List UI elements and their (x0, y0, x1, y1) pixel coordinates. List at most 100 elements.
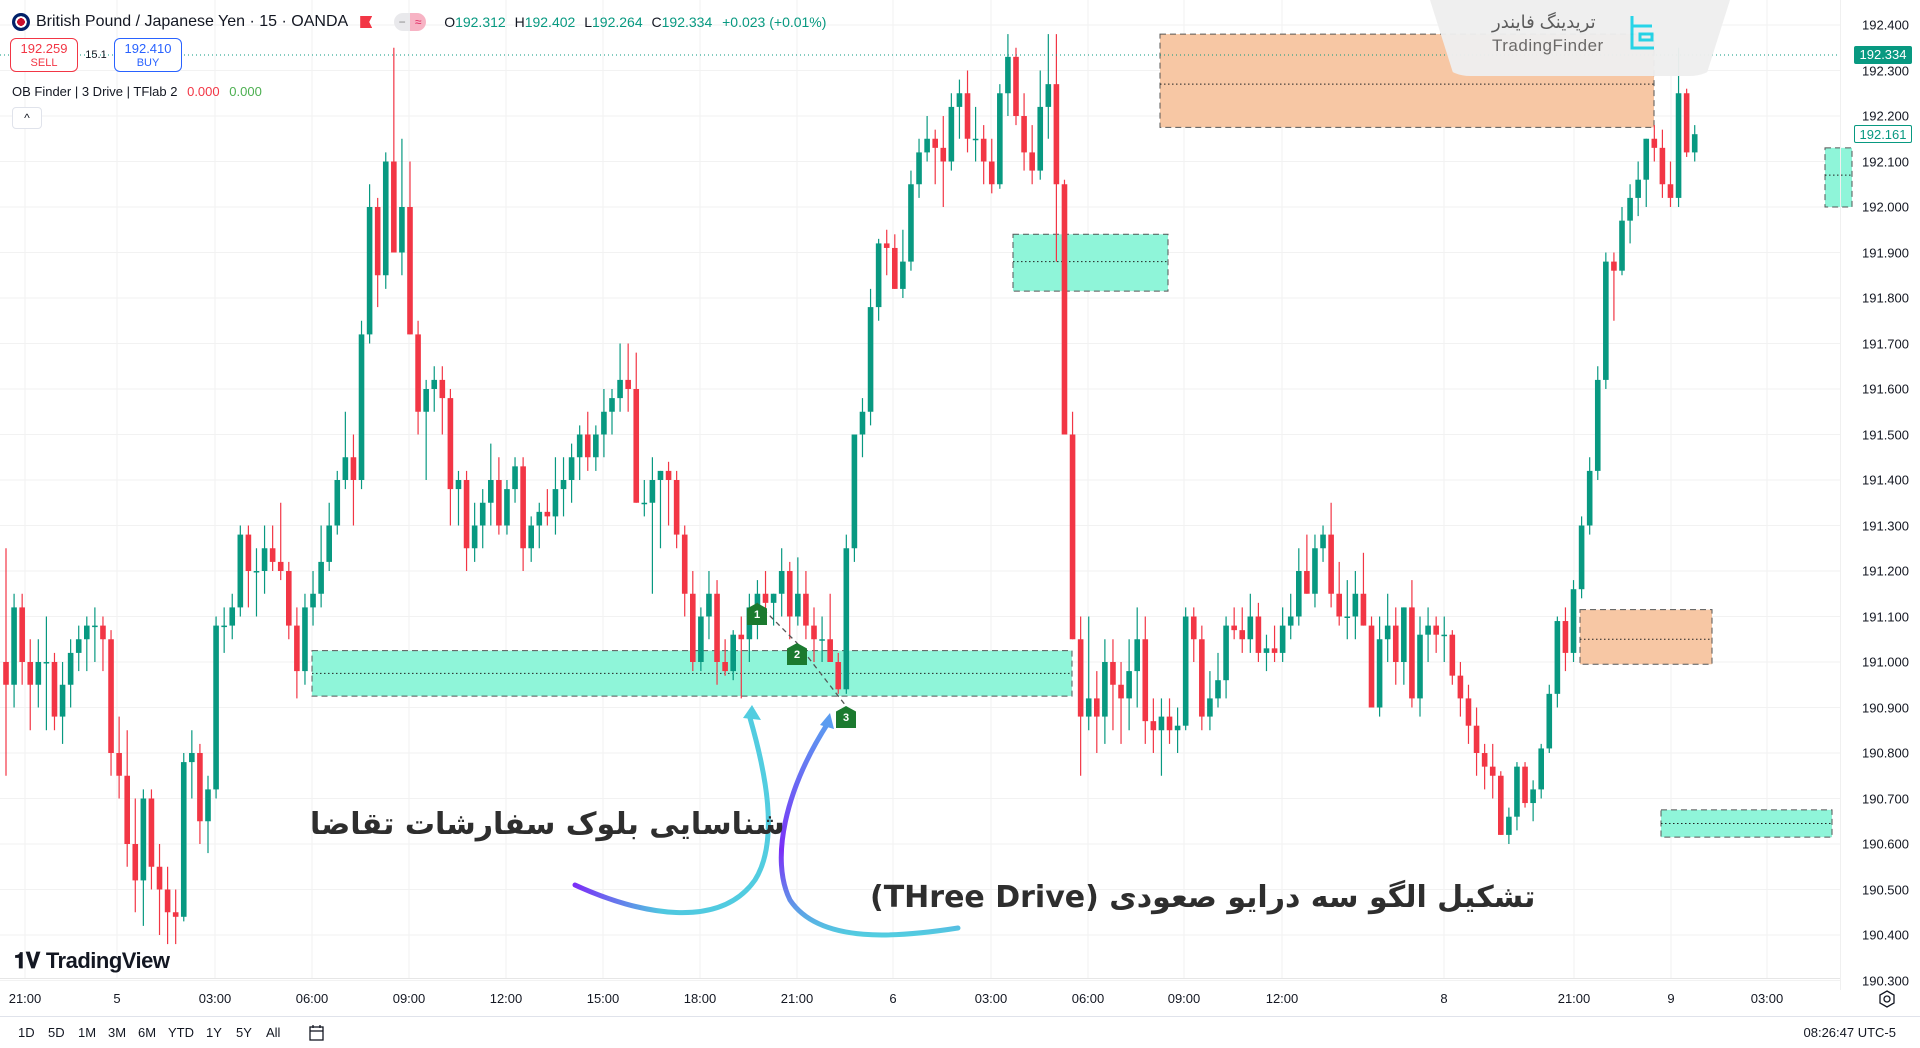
time-tick: 21:00 (780, 991, 814, 1006)
collapse-legend-button[interactable]: ^ (12, 107, 42, 129)
price-tick: 190.300 (1862, 973, 1909, 988)
symbol-title[interactable]: British Pound / Japanese Yen · 15 · OAND… (36, 13, 349, 30)
time-tick: 03:00 (198, 991, 232, 1006)
watermark-en: TradingFinder (1492, 36, 1604, 55)
time-axis[interactable]: 21:00 5 03:00 06:00 09:00 12:00 15:00 18:00 21:0… (0, 978, 1840, 1017)
drive-marker-3: 3 (836, 706, 856, 728)
price-tick: 190.600 (1862, 836, 1909, 852)
bottom-toolbar: 1D 5D 1M 3M 6M YTD 1Y 5Y All 08:26:47 UTC-5 (0, 1016, 1920, 1048)
range-1d[interactable]: 1D (18, 1025, 35, 1040)
indicator-value-2: 0.000 (229, 84, 262, 99)
range-ytd[interactable]: YTD (168, 1025, 194, 1040)
buy-button[interactable]: 192.410 BUY (114, 38, 182, 72)
sell-price: 192.259 (20, 41, 68, 56)
annotation-demand-ob: شناسایی بلوک سفارشات تقاضا (310, 807, 785, 842)
range-5d[interactable]: 5D (48, 1025, 65, 1040)
price-tick: 190.800 (1862, 745, 1909, 761)
indicator-value-1: 0.000 (187, 84, 220, 99)
price-tick: 192.000 (1862, 199, 1909, 215)
time-tick: 6 (889, 991, 897, 1006)
price-tick: 191.400 (1862, 472, 1909, 488)
price-tick: 191.200 (1862, 563, 1909, 579)
tradingfinder-logo-icon (1630, 16, 1654, 50)
arrow-demand-ob (572, 715, 771, 916)
time-tick: 21:00 (8, 991, 42, 1006)
arrow-head-icon (820, 713, 834, 729)
watermark-fa: تریدینگ فایندر (1492, 12, 1596, 32)
drive-marker-1: 1 (747, 603, 767, 625)
time-tick: 09:00 (1167, 991, 1201, 1006)
arrow-three-drive (778, 720, 961, 938)
calendar-goto-icon[interactable] (306, 1023, 326, 1043)
time-tick: 03:00 (974, 991, 1008, 1006)
price-tick: 191.100 (1862, 609, 1909, 624)
trade-widget: 192.259 SELL 15.1 192.410 BUY (10, 38, 182, 72)
settings-gear-icon[interactable] (1878, 990, 1896, 1008)
time-tick: 9 (1667, 991, 1675, 1006)
price-tick: 191.000 (1862, 654, 1909, 670)
price-tick: 191.600 (1862, 381, 1909, 397)
time-tick: 5 (113, 991, 121, 1006)
time-tick: 12:00 (489, 991, 523, 1006)
range-1m[interactable]: 1M (78, 1025, 97, 1040)
approx-icon: ≈ (410, 13, 427, 31)
indicator-name: OB Finder | 3 Drive | TFlab 2 (12, 84, 178, 99)
buy-price: 192.410 (124, 41, 172, 56)
demand-zone (1824, 147, 1853, 208)
clock-timezone[interactable]: 08:26:47 UTC-5 (1803, 1025, 1897, 1040)
time-tick: 09:00 (392, 991, 426, 1006)
tradingfinder-watermark: تریدینگ فایندر TradingFinder (1430, 0, 1730, 76)
range-3m[interactable]: 3M (108, 1025, 127, 1040)
annotation-three-drive: تشکیل الگو سه درایو صعودی (THree Drive) (870, 880, 1536, 915)
price-tick: 191.900 (1862, 245, 1909, 260)
price-change: +0.023 (+0.01%) (722, 14, 827, 30)
spread-value: 15.1 (85, 49, 107, 61)
order-block-zones (311, 33, 1853, 838)
tradingview-wordmark: TradingView (45, 948, 170, 973)
range-1y[interactable]: 1Y (206, 1025, 222, 1040)
tradingview-mark-icon: 𝟏𝐕 (14, 948, 40, 973)
sell-label: SELL (30, 57, 58, 69)
candlestick-series (3, 34, 1698, 945)
gbp-flag-icon (12, 13, 30, 31)
range-5y[interactable]: 5Y (236, 1025, 252, 1040)
price-tick: 191.700 (1862, 336, 1909, 351)
price-tick: 190.700 (1862, 791, 1909, 806)
price-tick: 191.300 (1862, 518, 1909, 533)
price-tick: 190.900 (1862, 700, 1909, 715)
time-tick: 18:00 (683, 991, 717, 1006)
price-tick: 192.200 (1862, 108, 1909, 124)
price-tick: 190.400 (1862, 927, 1909, 943)
range-all[interactable]: All (266, 1025, 281, 1040)
price-tick: 192.400 (1862, 17, 1909, 33)
status-pill[interactable]: − ≈ (394, 13, 427, 31)
time-tick: 06:00 (1071, 991, 1105, 1006)
price-tick: 191.500 (1862, 427, 1909, 442)
flag-icon[interactable] (360, 16, 373, 28)
time-tick: 06:00 (295, 991, 329, 1006)
tradingview-logo[interactable]: 𝟏𝐕 TradingView (14, 948, 170, 974)
price-tick: 192.100 (1862, 154, 1909, 169)
ohlc-values: O192.312 H192.402 L192.264 C192.334 +0.0… (444, 14, 827, 30)
buy-label: BUY (136, 57, 160, 69)
last-price-label: 192.334 (1854, 46, 1912, 65)
arrow-head-icon (743, 705, 761, 720)
range-6m[interactable]: 6M (138, 1025, 157, 1040)
indicator-legend[interactable]: OB Finder | 3 Drive | TFlab 2 0.000 0.00… (12, 84, 262, 99)
time-tick: 03:00 (1750, 991, 1784, 1006)
chart-grid (0, 0, 1840, 981)
time-tick: 21:00 (1557, 991, 1591, 1006)
drive-marker-2: 2 (787, 643, 807, 665)
minus-icon: − (394, 13, 411, 31)
sell-button[interactable]: 192.259 SELL (10, 38, 78, 72)
supply-zone (1579, 609, 1713, 665)
price-tick: 190.500 (1862, 882, 1909, 897)
demand-zone (1012, 233, 1169, 292)
price-tick: 191.800 (1862, 290, 1909, 306)
indicator-price-label: 192.161 (1854, 124, 1912, 143)
chevron-up-icon: ^ (24, 111, 30, 125)
time-tick: 15:00 (586, 991, 620, 1006)
symbol-header: British Pound / Japanese Yen · 15 · OAND… (12, 10, 826, 34)
price-axis[interactable]: 192.400 192.300 192.200 192.100 192.000 191.9… (1840, 0, 1920, 990)
